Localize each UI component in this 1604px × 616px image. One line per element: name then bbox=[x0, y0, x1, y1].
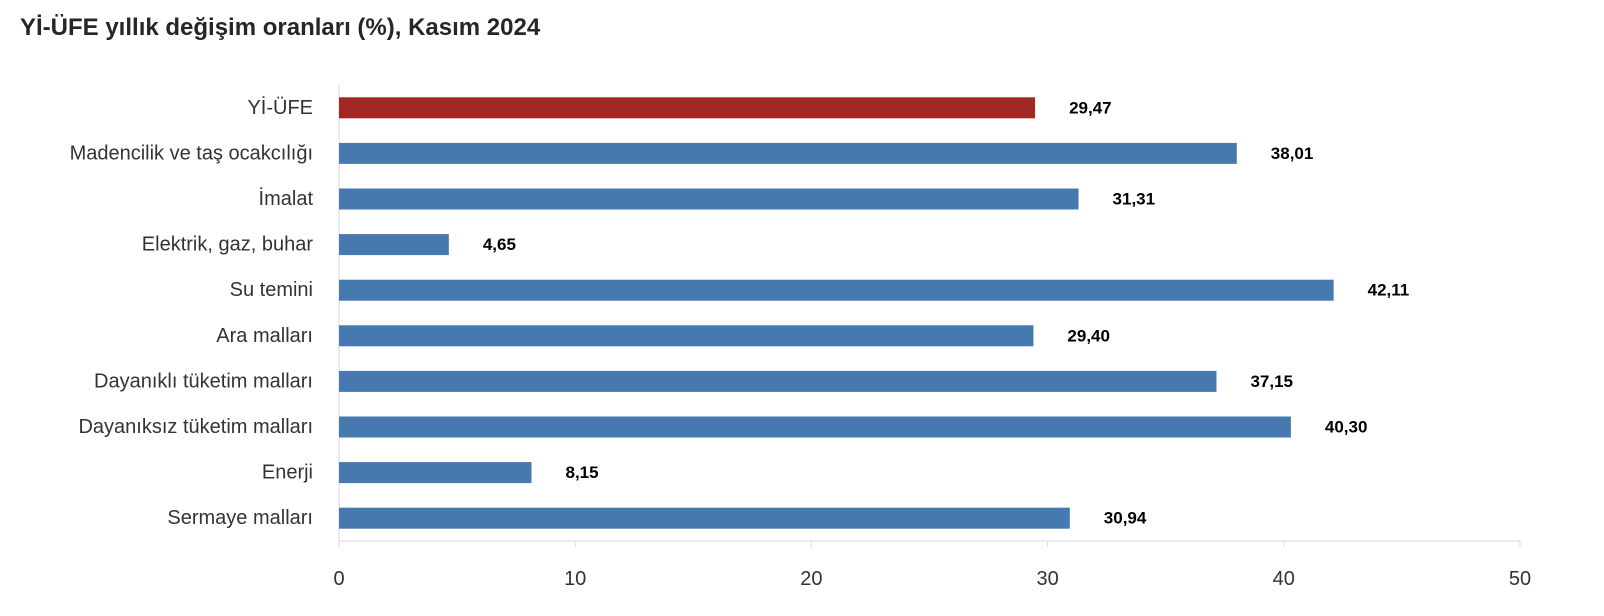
category-label: Dayanıksız tüketim malları bbox=[78, 416, 313, 438]
data-label: 40,30 bbox=[1325, 418, 1368, 437]
category-label: Elektrik, gaz, buhar bbox=[142, 234, 314, 256]
chart-title: Yİ-ÜFE yıllık değişim oranları (%), Kası… bbox=[20, 14, 541, 41]
bar bbox=[339, 97, 1036, 119]
bar bbox=[339, 142, 1237, 164]
x-tick-label: 50 bbox=[1509, 568, 1531, 590]
data-label: 38,01 bbox=[1271, 144, 1314, 163]
bar bbox=[339, 279, 1334, 301]
bar bbox=[339, 325, 1034, 347]
category-label: Sermaye malları bbox=[167, 507, 313, 529]
x-tick-label: 10 bbox=[564, 568, 586, 590]
bars-layer bbox=[339, 97, 1334, 529]
category-label: Su temini bbox=[230, 279, 313, 301]
labels-layer: Yİ-ÜFE 29,47 Madencilik ve taş ocakcılığı 3… bbox=[70, 96, 1410, 529]
data-label: 42,11 bbox=[1368, 281, 1410, 300]
axis-layer: 0 10 20 30 40 50 bbox=[333, 85, 1531, 590]
x-tick-label: 40 bbox=[1273, 568, 1295, 590]
category-label: Yİ-ÜFE bbox=[247, 96, 313, 119]
data-label: 8,15 bbox=[566, 463, 599, 482]
data-label: 29,47 bbox=[1069, 98, 1112, 117]
x-tick-label: 0 bbox=[333, 568, 344, 590]
bar bbox=[339, 370, 1217, 392]
category-label: Enerji bbox=[262, 462, 313, 484]
bar bbox=[339, 188, 1079, 210]
category-label: Madencilik ve taş ocakcılığı bbox=[70, 142, 313, 164]
data-label: 30,94 bbox=[1104, 509, 1147, 528]
x-tick-label: 30 bbox=[1036, 568, 1058, 590]
x-tick-label: 20 bbox=[800, 568, 822, 590]
data-label: 29,40 bbox=[1067, 326, 1110, 345]
bar bbox=[339, 462, 532, 484]
bar bbox=[339, 234, 449, 256]
bar bbox=[339, 416, 1291, 438]
category-label: Ara malları bbox=[216, 325, 313, 347]
category-label: Dayanıklı tüketim malları bbox=[94, 370, 313, 392]
bar bbox=[339, 507, 1070, 529]
data-label: 37,15 bbox=[1250, 372, 1293, 391]
data-label: 31,31 bbox=[1113, 190, 1156, 209]
data-label: 4,65 bbox=[483, 235, 516, 254]
category-label: İmalat bbox=[259, 187, 314, 210]
